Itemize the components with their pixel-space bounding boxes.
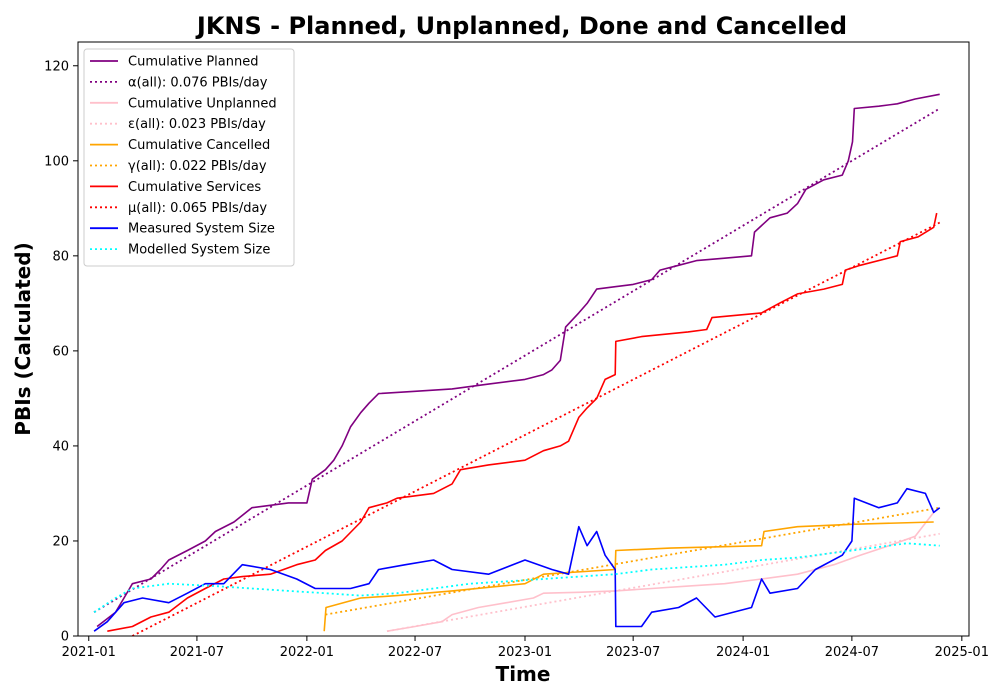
x-tick-label: 2023-01	[498, 645, 552, 660]
x-tick-label: 2023-07	[606, 645, 660, 660]
series-line-8	[93, 487, 941, 632]
y-tick-label: 120	[44, 59, 69, 74]
chart-title: JKNS - Planned, Unplanned, Done and Canc…	[195, 12, 847, 40]
x-tick-label: 2024-07	[825, 645, 879, 660]
series-group	[93, 93, 941, 636]
y-tick-label: 0	[61, 630, 69, 645]
legend: Cumulative Planned α(all): 0.076 PBIs/day…	[83, 48, 295, 267]
legend-label: Modelled System Size	[128, 243, 270, 258]
x-axis: 2021-01 2021-07 2022-01 2022-07 2023-01 2023-…	[62, 636, 989, 660]
legend-label: μ(all): 0.065 PBIs/day	[128, 201, 267, 216]
x-tick-label: 2024-01	[716, 645, 770, 660]
x-tick-label: 2022-07	[388, 645, 442, 660]
legend-box	[83, 48, 295, 267]
series-line-6	[107, 212, 938, 632]
x-axis-label: Time	[496, 662, 551, 686]
legend-label: γ(all): 0.022 PBIs/day	[128, 159, 267, 174]
legend-label: Cumulative Cancelled	[128, 138, 270, 153]
y-axis-label: PBIs (Calculated)	[11, 242, 35, 435]
legend-label: ε(all): 0.023 PBIs/day	[128, 117, 266, 132]
legend-label: Cumulative Unplanned	[128, 96, 277, 111]
series-line-3	[386, 532, 940, 633]
y-tick-label: 40	[52, 439, 69, 454]
series-line-1	[93, 107, 941, 613]
x-tick-label: 2021-07	[170, 645, 224, 660]
legend-label: α(all): 0.076 PBIs/day	[128, 75, 268, 90]
x-tick-label: 2022-01	[280, 645, 334, 660]
legend-label: Cumulative Planned	[128, 55, 258, 70]
series-line-4	[323, 521, 934, 632]
series-line-7	[131, 221, 941, 636]
series-line-0	[96, 93, 940, 628]
series-line-2	[386, 511, 935, 632]
x-tick-label: 2021-01	[62, 645, 116, 660]
plot-area	[93, 93, 941, 636]
series-line-5	[325, 506, 940, 616]
y-axis: 0 20 40 60 80 100 120	[44, 59, 78, 645]
plot-frame	[77, 41, 970, 637]
y-tick-label: 100	[44, 154, 69, 169]
y-tick-label: 80	[52, 249, 69, 264]
legend-label: Measured System Size	[128, 222, 275, 237]
x-tick-label: 2025-01	[935, 645, 989, 660]
y-tick-label: 20	[52, 534, 69, 549]
series-line-9	[93, 542, 940, 613]
y-tick-label: 60	[52, 344, 69, 359]
legend-label: Cumulative Services	[128, 180, 261, 195]
